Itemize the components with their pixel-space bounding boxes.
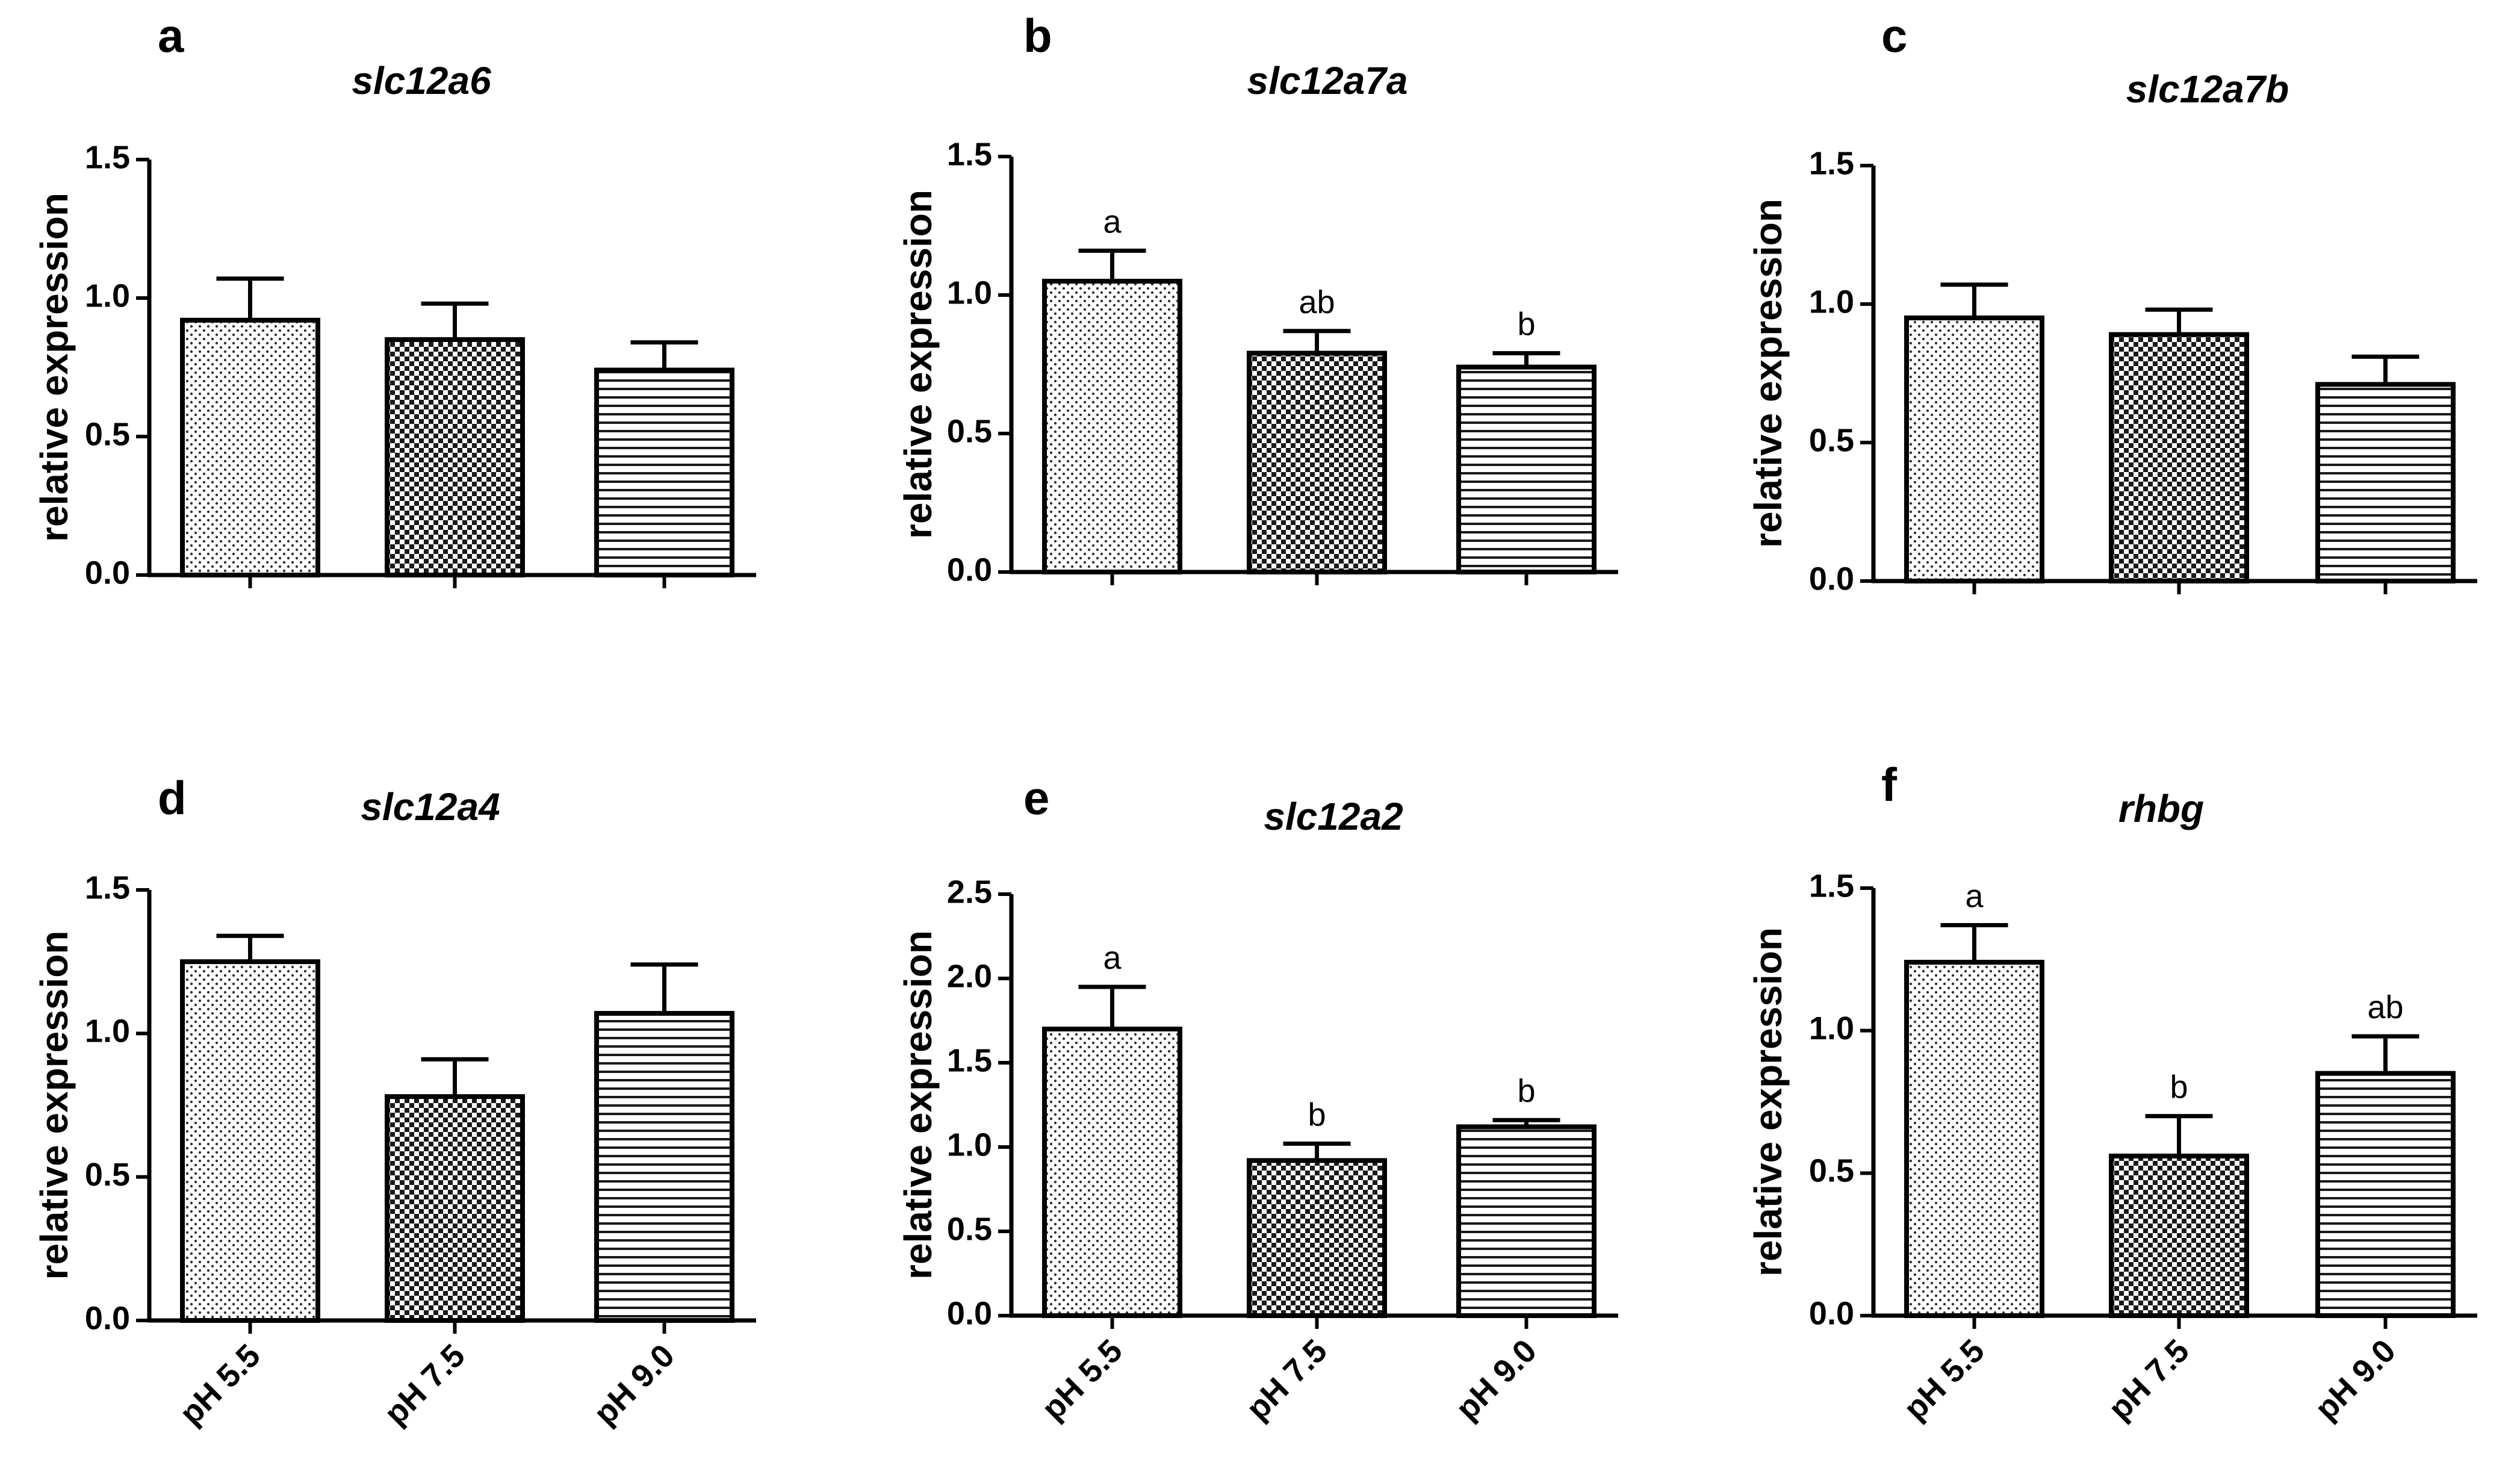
y-tick-label: 1.0 <box>947 275 992 311</box>
y-axis-label: relative expression <box>33 193 76 542</box>
y-tick-label: 1.5 <box>947 136 992 172</box>
y-tick-label: 0.5 <box>947 1211 992 1247</box>
y-tick-label: 0.5 <box>1809 1153 1854 1189</box>
y-axis-label: relative expression <box>896 190 940 539</box>
panel-letter: f <box>1881 758 1898 811</box>
panel-letter: e <box>1023 771 1049 824</box>
x-category-label: pH 7.5 <box>2102 1333 2196 1427</box>
y-tick-label: 1.0 <box>1809 1010 1854 1046</box>
significance-label: a <box>1965 878 1984 915</box>
chart-title: slc12a7a <box>1247 59 1408 102</box>
y-tick-label: 0.0 <box>85 1300 130 1336</box>
panel-letter: b <box>1023 9 1052 62</box>
y-axis-label: relative expression <box>1746 927 1790 1277</box>
significance-label: ab <box>2367 989 2403 1025</box>
bar-c-1 <box>1904 316 2044 583</box>
chart-title: slc12a4 <box>361 785 500 829</box>
y-tick-label: 1.5 <box>85 869 130 906</box>
y-tick-label: 1.5 <box>947 1042 992 1078</box>
significance-label: b <box>1517 306 1535 343</box>
y-tick-label: 0.5 <box>85 416 130 452</box>
bar-c-3 <box>2315 382 2456 584</box>
bar-e-1 <box>1042 1027 1182 1318</box>
y-tick-label: 0.0 <box>1809 561 1854 597</box>
y-tick-label: 2.0 <box>947 958 992 994</box>
bar-b-2 <box>1247 350 1387 574</box>
y-tick-label: 1.5 <box>1809 145 1854 181</box>
y-tick-label: 2.5 <box>947 874 992 910</box>
bar-f-3 <box>2315 1071 2456 1318</box>
panel-letter: c <box>1881 9 1907 62</box>
significance-label: b <box>2170 1069 2188 1106</box>
y-tick-label: 1.0 <box>1809 284 1854 320</box>
chart-title: slc12a6 <box>352 59 491 102</box>
y-tick-label: 0.5 <box>947 413 992 449</box>
bar-d-2 <box>385 1094 525 1323</box>
y-axis-label: relative expression <box>896 930 940 1280</box>
y-tick-label: 1.0 <box>85 1013 130 1050</box>
y-tick-label: 1.0 <box>85 278 130 314</box>
y-axis-label: relative expression <box>1746 199 1790 548</box>
bar-e-2 <box>1247 1158 1387 1319</box>
bar-d-3 <box>594 1010 734 1323</box>
y-tick-label: 1.5 <box>1809 868 1854 904</box>
y-tick-label: 0.0 <box>1809 1295 1854 1331</box>
chart-title: slc12a2 <box>1264 795 1403 838</box>
bar-a-1 <box>180 317 320 577</box>
significance-label: a <box>1103 940 1122 976</box>
x-category-label: pH 5.5 <box>1897 1333 1991 1427</box>
panel-letter: a <box>158 9 184 62</box>
x-category-label: pH 9.0 <box>587 1337 681 1432</box>
y-axis-label: relative expression <box>33 931 76 1280</box>
y-tick-label: 0.0 <box>947 552 992 588</box>
y-tick-label: 0.5 <box>85 1157 130 1193</box>
y-tick-label: 0.5 <box>1809 422 1854 458</box>
bar-a-2 <box>385 337 525 577</box>
chart-title: slc12a7b <box>2126 67 2289 111</box>
y-tick-label: 0.0 <box>947 1295 992 1331</box>
bar-f-2 <box>2109 1153 2249 1319</box>
x-category-label: pH 7.5 <box>1240 1333 1334 1427</box>
bar-c-2 <box>2109 332 2249 583</box>
bar-d-1 <box>180 959 320 1323</box>
x-category-label: pH 5.5 <box>173 1337 267 1432</box>
bar-e-3 <box>1456 1124 1597 1319</box>
significance-label: ab <box>1299 284 1335 320</box>
bar-b-1 <box>1042 279 1182 574</box>
panel-letter: d <box>158 771 187 824</box>
significance-label: b <box>1308 1096 1326 1133</box>
y-tick-label: 1.0 <box>947 1127 992 1163</box>
panel-f: f rhbg relative expression 0.0 0.5 1.0 1.5 a pH … <box>1746 758 2477 1427</box>
chart-title: rhbg <box>2118 787 2204 830</box>
x-category-label: pH 9.0 <box>1449 1333 1544 1427</box>
x-category-label: pH 5.5 <box>1035 1333 1129 1427</box>
significance-label: a <box>1103 204 1122 240</box>
x-category-label: pH 7.5 <box>377 1337 472 1432</box>
x-category-label: pH 9.0 <box>2308 1333 2403 1427</box>
bar-b-3 <box>1456 364 1597 574</box>
panel-c: c slc12a7b relative expression 0.0 0.5 1.0 1.5 <box>1746 9 2477 597</box>
bar-f-1 <box>1904 960 2044 1318</box>
bar-a-3 <box>594 367 734 577</box>
significance-label: b <box>1517 1073 1535 1109</box>
y-tick-label: 0.0 <box>85 555 130 591</box>
y-tick-label: 1.5 <box>85 139 130 175</box>
